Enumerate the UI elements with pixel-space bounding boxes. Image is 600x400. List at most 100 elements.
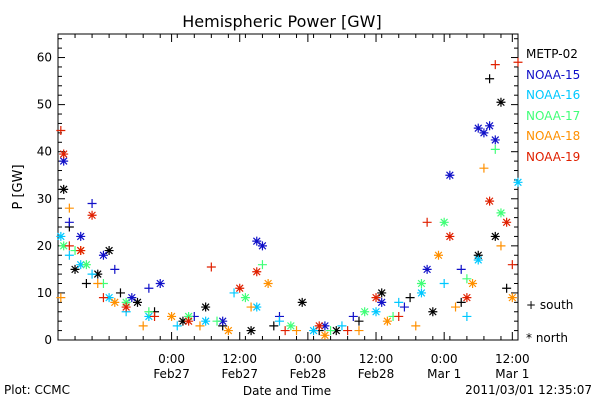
marker-noaa-16-south [462,311,472,321]
marker-noaa-15-south [110,264,120,274]
marker-noaa-17-north [286,321,296,331]
marker-noaa-19-south [64,241,74,251]
marker-metp-02-north [59,184,69,194]
marker-noaa-18-north [223,326,233,336]
marker-noaa-16-south [337,321,347,331]
marker-noaa-18-south [496,241,506,251]
legend: METP-02 NOAA-15 NOAA-16 NOAA-17 NOAA-18 NOAA-… [526,44,598,168]
marker-noaa-16-south [439,279,449,289]
legend-item-noaa-18: NOAA-18 [526,129,581,144]
marker-metp-02-south [269,321,279,331]
marker-noaa-18-south [451,302,461,312]
marker-noaa-19-north [252,267,262,277]
marker-metp-02-north [490,231,500,241]
x-tick-date-label: Mar 1 [495,367,529,381]
marker-metp-02-north [377,288,387,298]
marker-noaa-19-north [462,293,472,303]
y-axis-label: P [GW] [11,164,26,209]
marker-noaa-19-north [184,316,194,326]
marker-noaa-15-north [445,170,455,180]
x-tick-date-label: Feb27 [153,367,190,381]
marker-noaa-19-south [150,311,160,321]
marker-noaa-16-north [371,307,381,317]
legend-item-noaa-15: NOAA-15 [526,67,581,82]
marker-metp-02-north [93,269,103,279]
marker-metp-02-north [104,246,114,256]
marker-noaa-16-north [201,316,211,326]
plot-frame [57,33,519,341]
marker-noaa-15-south [456,264,466,274]
marker-noaa-16-south [87,269,97,279]
legend-item-noaa-19: NOAA-19 [526,149,581,164]
marker-metp-02-north [496,97,506,107]
marker-noaa-19-north [121,302,131,312]
marker-metp-02-north [201,302,211,312]
legend-north-symbol: * north [526,331,569,345]
y-axis: 0 10 20 30 40 50 60 [37,38,518,347]
marker-metp-02-north [70,264,80,274]
x-tick-time-label: 0:00 [431,352,458,366]
marker-noaa-19-south [98,293,108,303]
marker-noaa-17-south [326,326,336,336]
marker-noaa-16-south [394,297,404,307]
marker-noaa-18-north [433,250,443,260]
marker-noaa-15-north [76,231,86,241]
marker-metp-02-south [456,297,466,307]
marker-noaa-19-south [513,57,523,67]
marker-noaa-16-south [172,321,182,331]
marker-noaa-19-north [314,321,324,331]
marker-noaa-15-north [422,264,432,274]
marker-metp-02-south [115,288,125,298]
marker-metp-02-south [502,283,512,293]
x-tick-time-label: 12:00 [222,352,257,366]
legend-item-noaa-16: NOAA-16 [526,88,581,103]
marker-noaa-17-south [144,307,154,317]
marker-metp-02-south [81,279,91,289]
marker-noaa-17-north [184,311,194,321]
marker-noaa-16-south [64,250,74,260]
marker-noaa-18-south [56,293,66,303]
marker-noaa-19-south [206,262,216,272]
marker-metp-02-north [133,297,143,307]
marker-noaa-15-south [87,198,97,208]
marker-noaa-16-north [144,311,154,321]
marker-noaa-18-north [110,297,120,307]
marker-noaa-19-north [87,210,97,220]
marker-noaa-17-south [462,274,472,284]
marker-noaa-18-south [93,279,103,289]
marker-noaa-19-north [445,231,455,241]
marker-metp-02-north [473,250,483,260]
legend-south-symbol: + south [526,298,574,312]
plot-source-label: Plot: CCMC [4,383,70,397]
marker-metp-02-south [485,74,495,84]
x-tick-date-label: Feb27 [221,367,258,381]
marker-noaa-15-north [155,279,165,289]
marker-noaa-18-north [167,311,177,321]
marker-noaa-17-south [490,144,500,154]
marker-noaa-16-north [473,255,483,265]
marker-noaa-15-north [127,293,137,303]
x-axis-label: Date and Time [243,384,331,398]
x-tick-time-label: 0:00 [294,352,321,366]
marker-noaa-19-north [59,149,69,159]
marker-noaa-16-south [229,288,239,298]
marker-noaa-15-south [348,311,358,321]
y-tick-label: 30 [37,192,52,206]
y-tick-label: 40 [37,145,52,159]
marker-noaa-19-north [485,196,495,206]
marker-noaa-18-north [468,279,478,289]
y-tick-label: 60 [37,51,52,65]
marker-noaa-17-north [360,307,370,317]
marker-metp-02-south [405,293,415,303]
plot-timestamp: 2011/03/01 12:35:07 [465,383,592,397]
marker-noaa-18-north [507,293,517,303]
marker-noaa-19-south [280,326,290,336]
marker-noaa-17-north [121,297,131,307]
y-tick-label: 50 [37,98,52,112]
marker-noaa-17-north [81,260,91,270]
marker-noaa-15-north [377,297,387,307]
marker-noaa-19-north [502,217,512,227]
marker-metp-02-north [331,326,341,336]
legend-item-noaa-17: NOAA-17 [526,108,581,123]
